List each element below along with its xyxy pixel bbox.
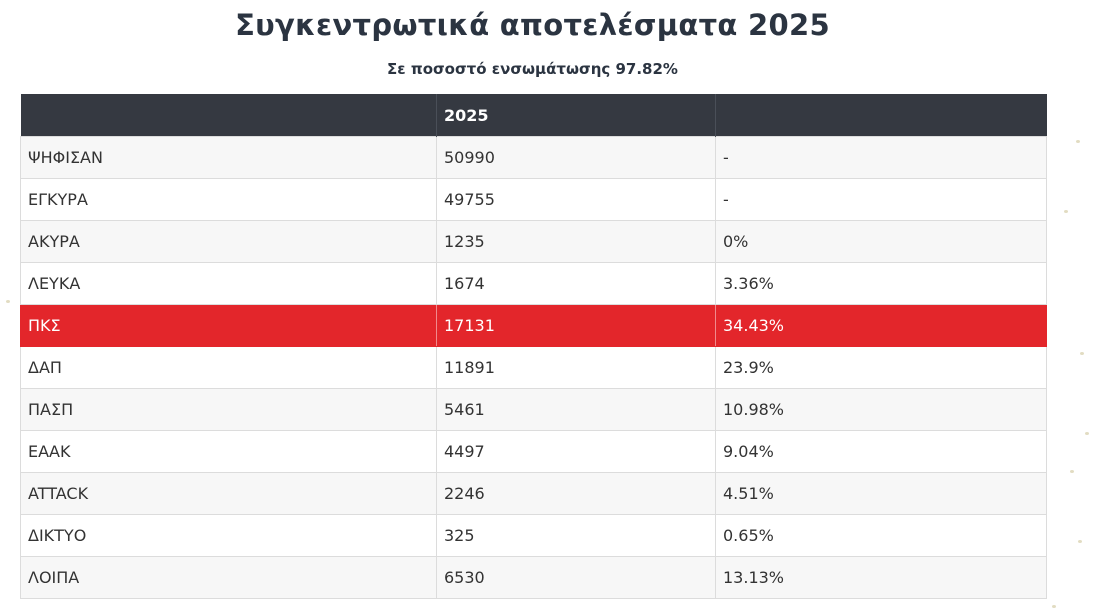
row-votes: 1674 — [436, 262, 716, 305]
row-votes: 50990 — [436, 136, 716, 179]
page-title: Συγκεντρωτικά αποτελέσματα 2025 — [235, 8, 830, 42]
row-percent: 0% — [715, 220, 1047, 263]
row-label: ΔΙΚΤΥΟ — [20, 514, 437, 557]
table-row: ΕΑΑΚ 4497 9.04% — [20, 430, 1047, 473]
row-votes: 4497 — [436, 430, 716, 473]
row-label: ΛΕΥΚΑ — [20, 262, 437, 305]
background-speck — [1052, 605, 1056, 608]
row-label: ATTACK — [20, 472, 437, 515]
results-table: 2025 ΨΗΦΙΣΑΝ 50990 - ΕΓΚΥΡΑ 49755 - ΑΚΥΡ… — [20, 94, 1047, 599]
background-speck — [1085, 432, 1089, 435]
table-row: ΛΕΥΚΑ 1674 3.36% — [20, 262, 1047, 305]
background-speck — [1076, 140, 1080, 143]
row-percent: 13.13% — [715, 556, 1047, 599]
column-header-label — [20, 94, 437, 137]
table-row: ΔΙΚΤΥΟ 325 0.65% — [20, 514, 1047, 557]
table-row: ATTACK 2246 4.51% — [20, 472, 1047, 515]
row-votes: 11891 — [436, 346, 716, 389]
table-row-highlighted: ΠΚΣ 17131 34.43% — [20, 304, 1047, 347]
row-percent: 4.51% — [715, 472, 1047, 515]
table-header: 2025 — [20, 94, 1047, 137]
row-percent: 23.9% — [715, 346, 1047, 389]
column-header-percent — [715, 94, 1047, 137]
background-speck — [6, 300, 10, 303]
row-votes: 6530 — [436, 556, 716, 599]
row-percent: 3.36% — [715, 262, 1047, 305]
row-votes: 2246 — [436, 472, 716, 515]
row-percent: 9.04% — [715, 430, 1047, 473]
row-label: ΕΑΑΚ — [20, 430, 437, 473]
row-percent: 10.98% — [715, 388, 1047, 431]
row-label: ΠΑΣΠ — [20, 388, 437, 431]
row-votes: 5461 — [436, 388, 716, 431]
row-votes: 1235 — [436, 220, 716, 263]
table-row: ΕΓΚΥΡΑ 49755 - — [20, 178, 1047, 221]
page-subtitle: Σε ποσοστό ενσωμάτωσης 97.82% — [387, 60, 678, 78]
row-label: ΛΟΙΠΑ — [20, 556, 437, 599]
background-speck — [1078, 540, 1082, 543]
row-votes: 325 — [436, 514, 716, 557]
background-speck — [1064, 210, 1068, 213]
row-votes: 17131 — [436, 304, 716, 347]
row-percent: 34.43% — [715, 304, 1047, 347]
table-row: ΨΗΦΙΣΑΝ 50990 - — [20, 136, 1047, 179]
table-row: ΑΚΥΡΑ 1235 0% — [20, 220, 1047, 263]
table-header-row: 2025 — [20, 94, 1047, 137]
row-percent: 0.65% — [715, 514, 1047, 557]
table-body: ΨΗΦΙΣΑΝ 50990 - ΕΓΚΥΡΑ 49755 - ΑΚΥΡΑ 123… — [20, 136, 1047, 599]
column-header-year: 2025 — [436, 94, 716, 137]
table-row: ΛΟΙΠΑ 6530 13.13% — [20, 556, 1047, 599]
table-row: ΠΑΣΠ 5461 10.98% — [20, 388, 1047, 431]
row-votes: 49755 — [436, 178, 716, 221]
row-percent: - — [715, 136, 1047, 179]
row-label: ΔΑΠ — [20, 346, 437, 389]
row-label: ΕΓΚΥΡΑ — [20, 178, 437, 221]
row-label: ΠΚΣ — [20, 304, 437, 347]
background-speck — [1080, 352, 1084, 355]
row-percent: - — [715, 178, 1047, 221]
row-label: ΨΗΦΙΣΑΝ — [20, 136, 437, 179]
table-row: ΔΑΠ 11891 23.9% — [20, 346, 1047, 389]
background-speck — [1070, 470, 1074, 473]
row-label: ΑΚΥΡΑ — [20, 220, 437, 263]
